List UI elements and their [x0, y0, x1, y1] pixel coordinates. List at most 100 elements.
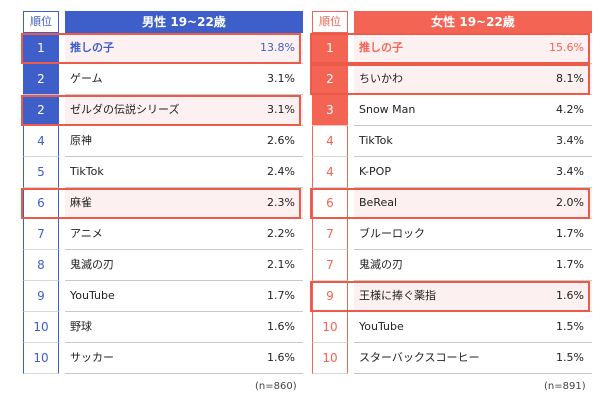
male-rank-number: 6: [23, 188, 59, 219]
female-item-percentage: 15.6%: [549, 41, 584, 54]
female-ranking-panel: 順位 女性 19~22歳 1 推しの子 15.6% 2 ちいかわ 8.1% 3 Snow Ma…: [310, 11, 592, 374]
male-sample-size: (n=860): [255, 381, 297, 392]
male-item-name: サッカー: [70, 351, 114, 364]
male-rank-item: サッカー 1.6%: [65, 343, 303, 374]
female-rank-number: 6: [312, 188, 348, 219]
female-rank-item: ブルーロック 1.7%: [354, 219, 592, 250]
male-rank-number: 5: [23, 157, 59, 188]
male-rank-row: 6 麻雀 2.3%: [21, 188, 303, 219]
male-rank-row: 4 原神 2.6%: [23, 126, 303, 157]
female-item-percentage: 1.7%: [556, 227, 584, 240]
male-rank-number: 7: [23, 219, 59, 250]
male-item-percentage: 2.1%: [267, 258, 295, 271]
female-item-name: 推しの子: [359, 41, 403, 54]
male-rank-number: 4: [23, 126, 59, 157]
male-item-percentage: 2.2%: [267, 227, 295, 240]
female-rank-row: 10 スターバックスコーヒー 1.5%: [312, 343, 592, 374]
female-rank-row: 2 ちいかわ 8.1%: [310, 64, 592, 95]
female-rank-row: 6 BeReal 2.0%: [310, 188, 592, 219]
female-rank-number: 7: [312, 250, 348, 281]
female-item-percentage: 3.4%: [556, 134, 584, 147]
female-rank-item: TikTok 3.4%: [354, 126, 592, 157]
male-item-name: ゲーム: [70, 72, 103, 85]
female-item-percentage: 2.0%: [556, 196, 584, 209]
female-item-name: YouTube: [359, 320, 404, 333]
male-item-percentage: 1.7%: [267, 289, 295, 302]
female-rank-number: 4: [312, 157, 348, 188]
female-rank-number: 2: [312, 64, 348, 95]
female-rank-number: 7: [312, 219, 348, 250]
female-rank-number: 9: [312, 281, 348, 312]
female-item-name: K-POP: [359, 165, 391, 178]
male-item-percentage: 1.6%: [267, 351, 295, 364]
male-header: 順位 男性 19~22歳: [23, 11, 303, 33]
male-rank-row: 10 野球 1.6%: [23, 312, 303, 343]
male-rank-row: 2 ゲーム 3.1%: [23, 64, 303, 95]
female-rank-item: YouTube 1.5%: [354, 312, 592, 343]
female-item-name: Snow Man: [359, 103, 416, 116]
female-item-percentage: 1.6%: [556, 289, 584, 302]
female-rank-row: 4 TikTok 3.4%: [312, 126, 592, 157]
female-rank-item: 鬼滅の刃 1.7%: [354, 250, 592, 281]
male-rank-number: 9: [23, 281, 59, 312]
male-rank-item: TikTok 2.4%: [65, 157, 303, 188]
male-title: 男性 19~22歳: [65, 11, 303, 33]
male-rank-row: 1 推しの子 13.8%: [21, 33, 303, 64]
female-rank-number: 10: [312, 312, 348, 343]
female-item-percentage: 1.5%: [556, 351, 584, 364]
female-rank-row: 4 K-POP 3.4%: [312, 157, 592, 188]
female-title: 女性 19~22歳: [354, 11, 592, 33]
male-rank-row: 7 アニメ 2.2%: [23, 219, 303, 250]
female-item-percentage: 1.5%: [556, 320, 584, 333]
female-rank-row: 1 推しの子 15.6%: [310, 33, 592, 64]
male-rank-row: 2 ゼルダの伝説シリーズ 3.1%: [21, 95, 303, 126]
female-item-name: 王様に捧ぐ薬指: [359, 289, 436, 302]
male-item-name: ゼルダの伝説シリーズ: [70, 103, 180, 116]
female-item-name: ちいかわ: [359, 72, 403, 85]
male-item-name: アニメ: [70, 227, 103, 240]
female-rank-item: BeReal 2.0%: [354, 188, 592, 219]
male-rank-item: YouTube 1.7%: [65, 281, 303, 312]
male-item-name: 麻雀: [70, 196, 92, 209]
male-rank-number: 8: [23, 250, 59, 281]
female-sample-size: (n=891): [544, 381, 586, 392]
female-rank-item: 王様に捧ぐ薬指 1.6%: [354, 281, 592, 312]
male-rank-number: 10: [23, 343, 59, 374]
female-rank-row: 7 ブルーロック 1.7%: [312, 219, 592, 250]
male-rank-number: 10: [23, 312, 59, 343]
male-rank-item: アニメ 2.2%: [65, 219, 303, 250]
female-rank-item: K-POP 3.4%: [354, 157, 592, 188]
female-rank-item: Snow Man 4.2%: [354, 95, 592, 126]
female-rank-row: 10 YouTube 1.5%: [312, 312, 592, 343]
female-item-name: TikTok: [359, 134, 393, 147]
male-item-name: 原神: [70, 134, 92, 147]
male-item-name: TikTok: [70, 165, 104, 178]
male-rank-header: 順位: [23, 11, 59, 33]
male-item-percentage: 2.6%: [267, 134, 295, 147]
female-rank-number: 1: [312, 33, 348, 64]
male-item-percentage: 3.1%: [267, 72, 295, 85]
male-item-percentage: 3.1%: [267, 103, 295, 116]
female-item-name: BeReal: [359, 196, 398, 209]
male-rank-item: 推しの子 13.8%: [65, 33, 303, 64]
female-rank-item: 推しの子 15.6%: [354, 33, 592, 64]
male-item-name: 推しの子: [70, 41, 114, 54]
female-rank-item: スターバックスコーヒー 1.5%: [354, 343, 592, 374]
female-rank-row: 3 Snow Man 4.2%: [312, 95, 592, 126]
female-rank-number: 3: [312, 95, 348, 126]
male-rank-item: 麻雀 2.3%: [65, 188, 303, 219]
male-rank-number: 2: [23, 64, 59, 95]
female-rank-number: 10: [312, 343, 348, 374]
male-rank-row: 5 TikTok 2.4%: [23, 157, 303, 188]
female-rank-row: 7 鬼滅の刃 1.7%: [312, 250, 592, 281]
male-item-name: 鬼滅の刃: [70, 258, 114, 271]
male-rank-item: 鬼滅の刃 2.1%: [65, 250, 303, 281]
male-rank-row: 9 YouTube 1.7%: [23, 281, 303, 312]
female-item-percentage: 8.1%: [556, 72, 584, 85]
male-ranking-panel: 順位 男性 19~22歳 1 推しの子 13.8% 2 ゲーム 3.1% 2 ゼルダの伝説シリ…: [21, 11, 303, 374]
male-rank-row: 10 サッカー 1.6%: [23, 343, 303, 374]
female-item-name: ブルーロック: [359, 227, 425, 240]
female-item-name: 鬼滅の刃: [359, 258, 403, 271]
female-item-percentage: 3.4%: [556, 165, 584, 178]
male-rank-row: 8 鬼滅の刃 2.1%: [23, 250, 303, 281]
